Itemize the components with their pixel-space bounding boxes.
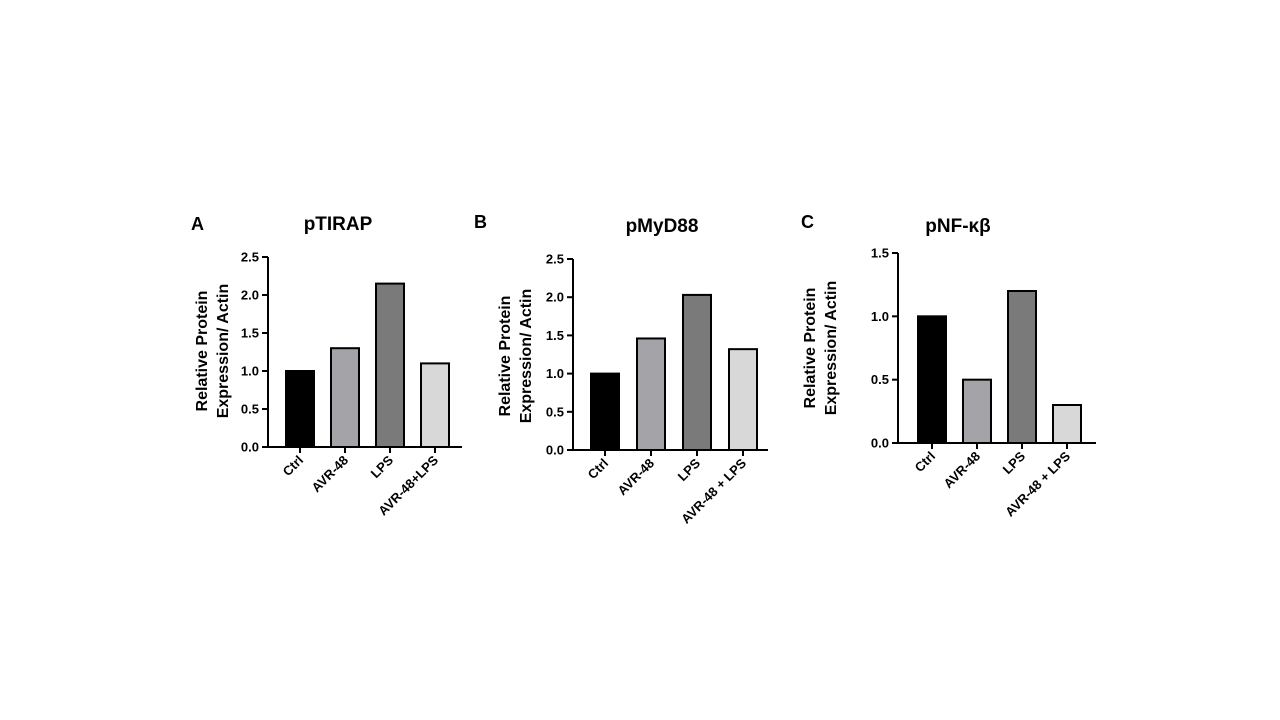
category-label-b: Ctrl — [585, 456, 611, 482]
bar-b-3 — [728, 348, 758, 452]
y-tick-label-b: 1.5 — [546, 328, 564, 343]
y-tick-label-c: 0.5 — [871, 372, 889, 387]
y-tick-label-a: 1.0 — [241, 364, 259, 379]
chart-title-a: pTIRAP — [304, 214, 373, 235]
y-tick-label-a: 0.0 — [241, 440, 259, 455]
panel-a: A pTIRAP Relative Protein Expression/ Ac… — [191, 214, 462, 518]
panel-letter-c: C — [801, 212, 814, 232]
y-tick-label-c: 1.5 — [871, 246, 889, 261]
y-tick-label-b: 2.5 — [546, 252, 564, 267]
bar-a-0 — [285, 370, 315, 448]
category-label-b: LPS — [675, 455, 704, 484]
y-tick-label-a: 2.5 — [241, 250, 259, 265]
category-label-c: LPS — [1000, 448, 1029, 477]
y-axis-label-line2-c: Expression/ Actin — [823, 281, 840, 416]
category-label-c: AVR-48 — [940, 449, 983, 492]
bar-c-1 — [962, 378, 992, 444]
y-tick-label-a: 1.5 — [241, 326, 259, 341]
bar-a-1 — [330, 347, 360, 449]
panel-letter-a: A — [191, 214, 204, 234]
category-label-a: AVR-48 — [308, 453, 351, 496]
bar-c-2 — [1007, 290, 1037, 444]
y-tick-label-b: 1.0 — [546, 366, 564, 381]
category-label-a: LPS — [368, 452, 397, 481]
y-axis-label-line1-c: Relative Protein — [802, 288, 819, 409]
bar-b-1 — [636, 337, 666, 451]
category-label-b: AVR-48 — [614, 456, 657, 499]
y-tick-label-b: 0.5 — [546, 404, 564, 419]
y-tick-label-c: 1.0 — [871, 309, 889, 324]
y-axis-label-line1-b: Relative Protein — [497, 296, 514, 417]
chart-title-c: pNF-κβ — [925, 216, 990, 237]
bar-a-3 — [420, 362, 450, 448]
y-tick-label-c: 0.0 — [871, 436, 889, 451]
panel-letter-b: B — [474, 212, 487, 232]
panel-b: B pMyD88 Relative Protein Expression/ Ac… — [474, 212, 768, 526]
chart-title-b: pMyD88 — [626, 216, 699, 237]
bar-a-2 — [375, 282, 405, 448]
bar-c-3 — [1052, 404, 1082, 444]
y-axis-label-line2-a: Expression/ Actin — [215, 284, 232, 419]
category-label-c: Ctrl — [912, 449, 938, 475]
y-tick-label-a: 0.5 — [241, 402, 259, 417]
y-axis-label-line2-b: Expression/ Actin — [518, 289, 535, 424]
bar-b-2 — [682, 293, 712, 451]
y-tick-label-b: 0.0 — [546, 443, 564, 458]
bar-b-0 — [590, 372, 620, 452]
category-label-a: Ctrl — [280, 453, 306, 479]
bar-c-0 — [917, 315, 947, 445]
panel-c: C pNF-κβ Relative Protein Expression/ Ac… — [801, 212, 1096, 519]
y-tick-label-b: 2.0 — [546, 290, 564, 305]
y-tick-label-a: 2.0 — [241, 288, 259, 303]
y-axis-label-line1-a: Relative Protein — [194, 291, 211, 412]
